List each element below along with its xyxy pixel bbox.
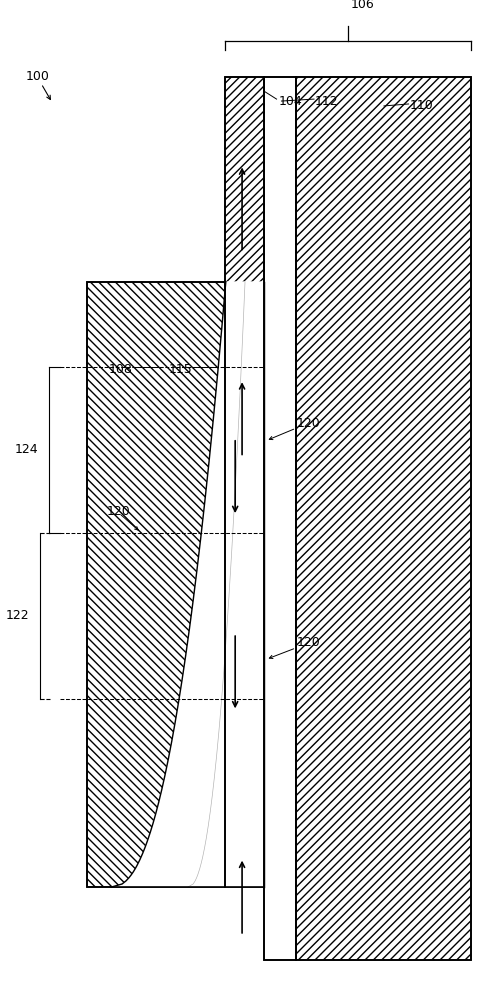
Bar (87, 282, 225, 887)
Text: 112: 112 (315, 95, 338, 108)
Text: 124: 124 (15, 443, 39, 456)
Polygon shape (112, 282, 245, 887)
Polygon shape (112, 282, 264, 887)
Text: 100: 100 (26, 70, 49, 83)
Text: 120: 120 (296, 417, 320, 430)
Text: 104: 104 (279, 95, 303, 108)
Bar (87, 282, 225, 887)
Bar (225, 77, 264, 887)
Text: 120: 120 (296, 636, 320, 649)
Polygon shape (188, 282, 264, 887)
Bar (296, 77, 471, 960)
Text: 108: 108 (109, 363, 133, 376)
Bar (296, 77, 471, 960)
Polygon shape (188, 282, 264, 887)
Text: 120: 120 (107, 505, 130, 518)
Text: 122: 122 (6, 609, 30, 622)
Bar (264, 77, 296, 960)
Polygon shape (112, 282, 245, 887)
Bar (264, 77, 296, 960)
Text: 110: 110 (410, 99, 433, 112)
Text: 115: 115 (169, 363, 193, 376)
Text: 106: 106 (351, 0, 374, 11)
Bar (225, 77, 264, 887)
